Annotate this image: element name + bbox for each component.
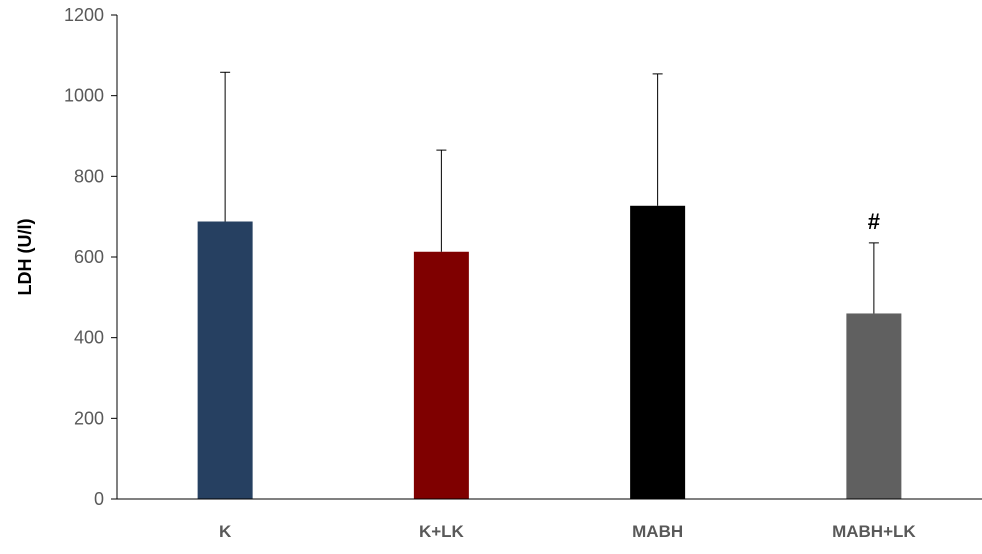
y-tick-label: 800 (74, 166, 104, 186)
x-category-label: K (219, 522, 232, 541)
y-tick-label: 400 (74, 328, 104, 348)
bars-group (197, 205, 902, 500)
significance-marker: # (868, 209, 880, 234)
x-category-label: K+LK (419, 522, 465, 541)
bar-k-plus-lk (413, 251, 469, 499)
y-axis-title: LDH (U/l) (15, 219, 35, 296)
y-tick-label: 600 (74, 247, 104, 267)
y-tick-label: 1200 (64, 5, 104, 25)
error-bars-group (220, 71, 879, 314)
y-tick-label: 0 (94, 489, 104, 509)
annotations-group: # (868, 209, 880, 234)
y-tick-label: 1000 (64, 86, 104, 106)
bar-k (197, 221, 253, 500)
bar-mabh-plus-lk (846, 313, 902, 499)
x-category-label: MABH+LK (832, 522, 916, 541)
x-axis-labels: K K+LK MABH MABH+LK (219, 522, 916, 541)
y-axis-ticks: 0 200 400 600 800 1000 1200 (64, 5, 117, 509)
x-category-label: MABH (632, 522, 683, 541)
bar-mabh (630, 205, 686, 499)
y-tick-label: 200 (74, 408, 104, 428)
